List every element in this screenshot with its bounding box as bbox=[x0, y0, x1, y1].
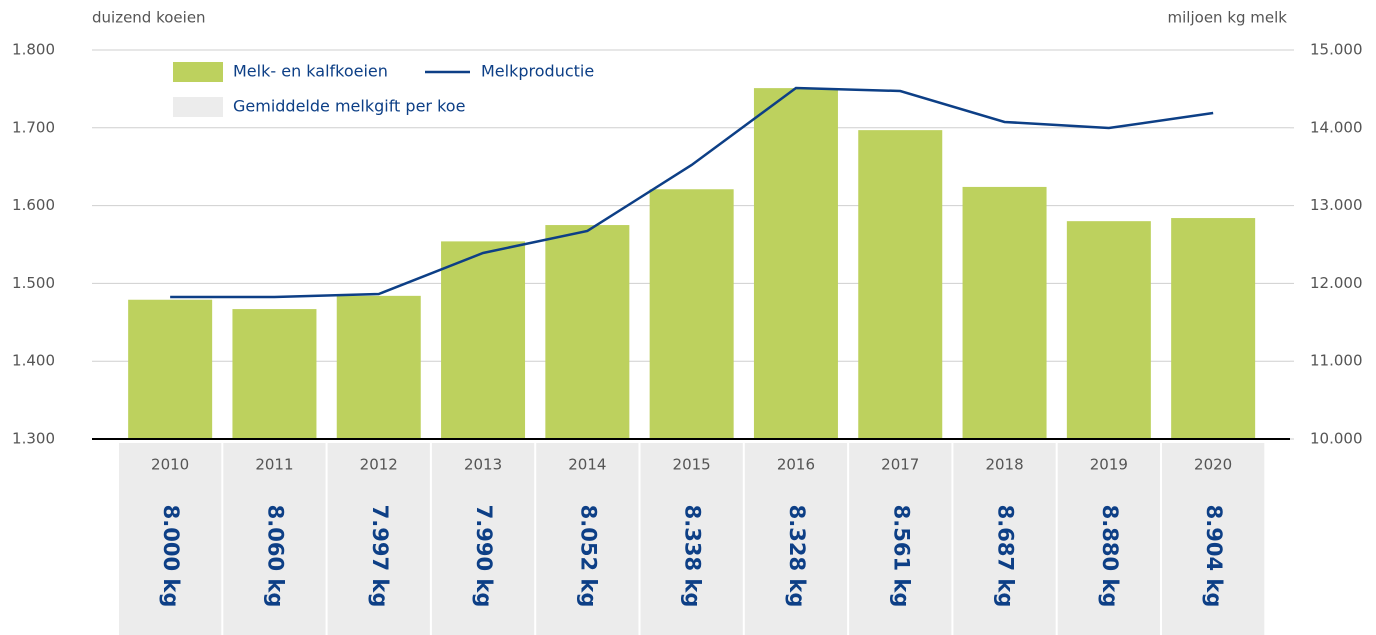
yield-label: 8.060 kg bbox=[263, 505, 287, 608]
x-tick-label: 2016 bbox=[777, 456, 815, 474]
y2-tick-label: 15.000 bbox=[1310, 41, 1363, 59]
legend-swatch bbox=[173, 97, 223, 117]
y-tick-label: 1.700 bbox=[12, 118, 55, 136]
table-cell bbox=[119, 443, 222, 635]
bar bbox=[753, 88, 838, 439]
x-tick-label: 2019 bbox=[1090, 456, 1128, 474]
y2-axis-title: miljoen kg melk bbox=[1168, 9, 1288, 27]
yield-label: 8.000 kg bbox=[159, 505, 183, 608]
table-cell bbox=[744, 443, 848, 635]
y2-tick-label: 11.000 bbox=[1310, 352, 1363, 370]
legend-label: Melkproductie bbox=[481, 62, 594, 81]
x-tick-label: 2020 bbox=[1194, 456, 1232, 474]
y-tick-label: 1.500 bbox=[12, 274, 55, 292]
y-tick-label: 1.400 bbox=[12, 352, 55, 370]
bar bbox=[441, 241, 526, 439]
table-cell bbox=[1162, 443, 1265, 635]
y2-tick-label: 14.000 bbox=[1310, 118, 1363, 136]
yield-label: 8.338 kg bbox=[681, 505, 705, 608]
bar bbox=[545, 225, 630, 439]
yield-label: 8.687 kg bbox=[994, 505, 1018, 608]
y2-tick-label: 10.000 bbox=[1310, 430, 1363, 448]
yield-label: 7.990 kg bbox=[472, 505, 496, 608]
x-tick-label: 2012 bbox=[360, 456, 398, 474]
y-tick-label: 1.800 bbox=[12, 41, 55, 59]
table-cell bbox=[536, 443, 639, 635]
yield-label: 7.997 kg bbox=[368, 505, 392, 608]
x-tick-label: 2013 bbox=[464, 456, 502, 474]
x-tick-label: 2014 bbox=[568, 456, 606, 474]
table-cell bbox=[327, 443, 430, 635]
bar bbox=[336, 295, 421, 439]
yield-label: 8.561 kg bbox=[889, 505, 913, 608]
x-tick-label: 2017 bbox=[881, 456, 919, 474]
y2-tick-label: 12.000 bbox=[1310, 274, 1363, 292]
table-cell bbox=[431, 443, 535, 635]
x-tick-label: 2011 bbox=[255, 456, 293, 474]
bar bbox=[128, 299, 213, 439]
yield-label: 8.328 kg bbox=[785, 505, 809, 608]
x-tick-label: 2010 bbox=[151, 456, 189, 474]
legend-swatch bbox=[173, 62, 223, 82]
yield-label: 8.904 kg bbox=[1202, 505, 1226, 608]
bar bbox=[858, 130, 943, 439]
yield-label: 8.880 kg bbox=[1098, 505, 1122, 608]
x-tick-label: 2015 bbox=[673, 456, 711, 474]
bar bbox=[962, 186, 1047, 439]
yield-label: 8.052 kg bbox=[576, 505, 600, 608]
bar bbox=[232, 309, 317, 439]
table-cell bbox=[1057, 443, 1160, 635]
y-axis-title: duizend koeien bbox=[92, 9, 206, 27]
table-cell bbox=[849, 443, 952, 635]
bar bbox=[1066, 221, 1151, 439]
x-tick-label: 2018 bbox=[985, 456, 1023, 474]
table-cell bbox=[223, 443, 326, 635]
y-tick-label: 1.600 bbox=[12, 196, 55, 214]
y-tick-label: 1.300 bbox=[12, 430, 55, 448]
bar bbox=[1171, 218, 1256, 439]
bar bbox=[649, 189, 734, 439]
table-cell bbox=[640, 443, 743, 635]
legend-label: Melk- en kalfkoeien bbox=[233, 62, 388, 81]
y2-tick-label: 13.000 bbox=[1310, 196, 1363, 214]
table-cell bbox=[953, 443, 1056, 635]
line bbox=[170, 86, 1214, 299]
legend-label: Gemiddelde melkgift per koe bbox=[233, 97, 465, 116]
